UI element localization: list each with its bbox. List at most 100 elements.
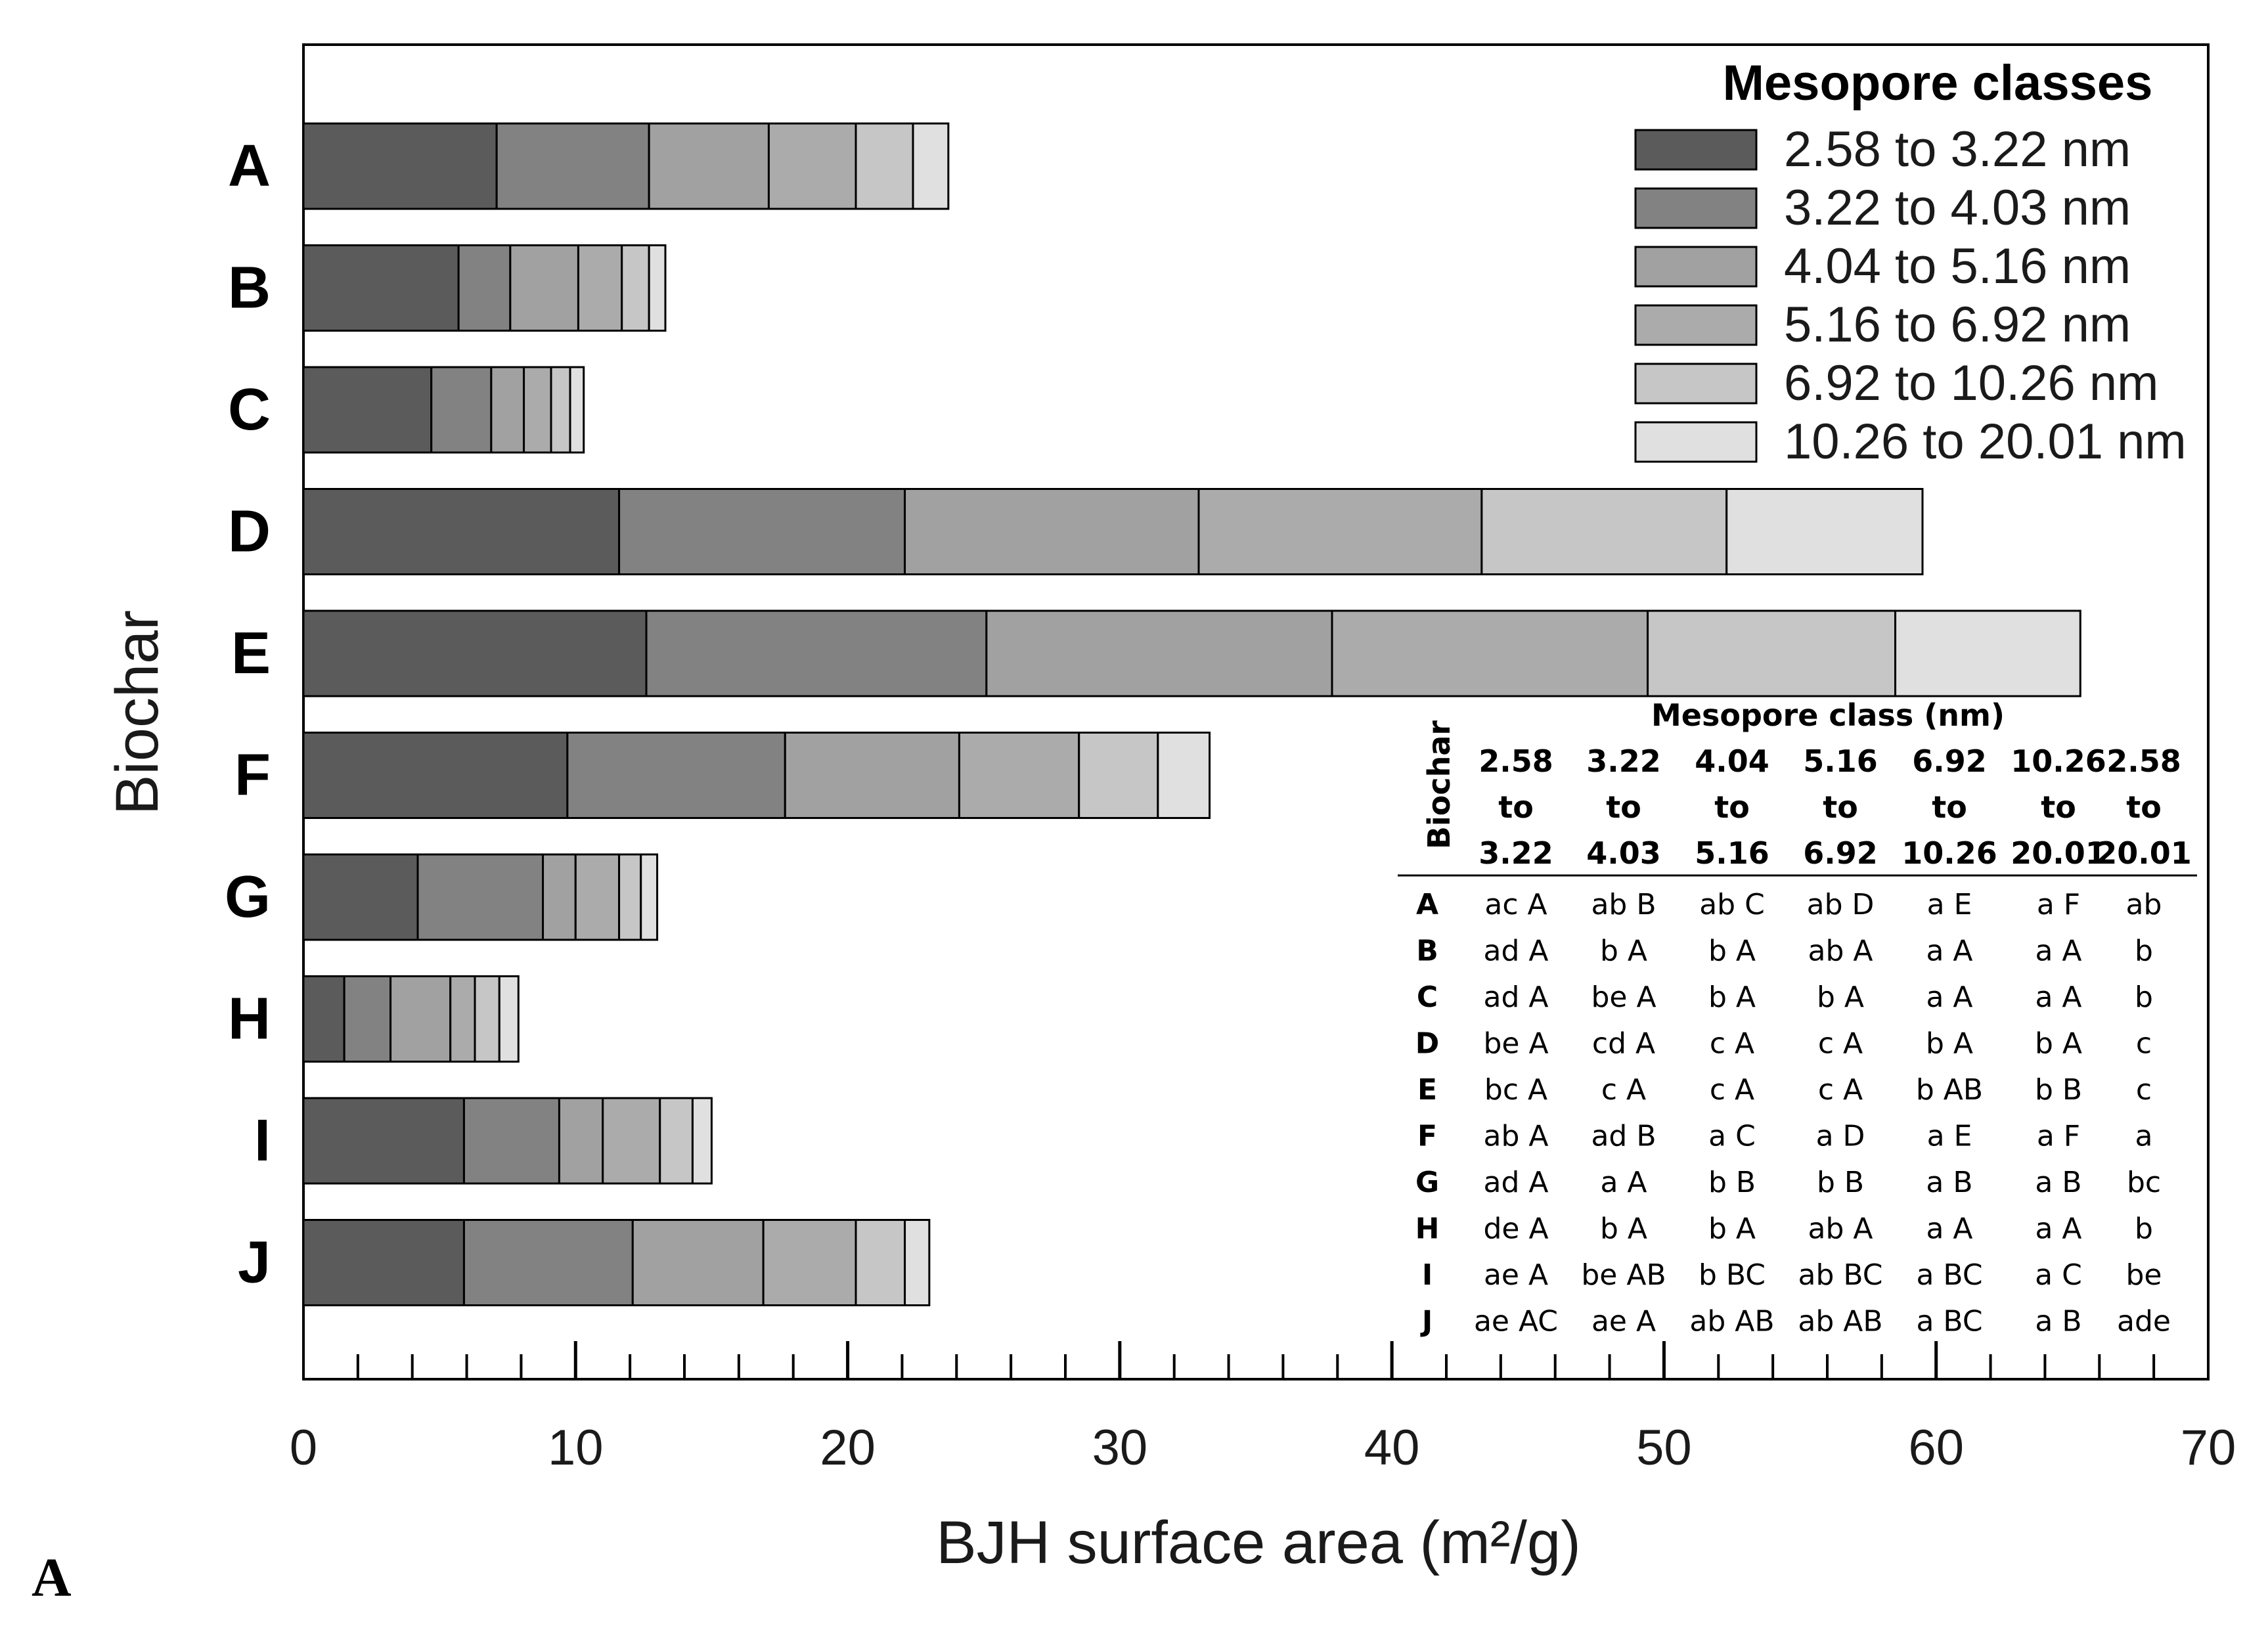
table-cell-B-3: b A [1708, 935, 1756, 968]
table-col-header-7: 2.58 [2106, 743, 2181, 779]
bar-F-segment-4 [958, 732, 1080, 819]
bar-I-segment-4 [602, 1097, 661, 1185]
bar-G-segment-5 [618, 853, 642, 941]
table-cell-G-1: ad A [1484, 1166, 1549, 1199]
bar-B-segment-4 [577, 244, 623, 332]
x-tick-label: 0 [290, 1420, 317, 1476]
table-cell-B-7: b [2135, 935, 2153, 968]
table-col-header-4: to [1823, 789, 1858, 825]
bar-I-segment-2 [462, 1097, 560, 1185]
legend-swatch-6 [1634, 421, 1758, 463]
table-row-label-E: E [1417, 1073, 1437, 1107]
table-col-header-6: 20.01 [2011, 835, 2106, 871]
table-cell-D-6: b A [2035, 1027, 2082, 1061]
table-cell-F-7: a [2135, 1120, 2153, 1153]
table-col-header-2: 3.22 [1586, 743, 1661, 779]
table-cell-E-4: c A [1818, 1073, 1863, 1107]
table-cell-I-4: ab BC [1798, 1258, 1882, 1292]
table-cell-B-6: a A [2035, 935, 2081, 968]
bar-F-segment-2 [566, 732, 786, 819]
table-cell-D-5: b A [1926, 1027, 1973, 1061]
legend-label-1: 2.58 to 3.22 nm [1784, 121, 2131, 177]
table-cell-E-7: c [2136, 1073, 2152, 1107]
table-cell-H-6: a A [2035, 1212, 2081, 1246]
legend-swatch-2 [1634, 187, 1758, 229]
table-cell-B-4: ab A [1808, 935, 1873, 968]
table-cell-A-6: a F [2037, 888, 2080, 921]
bar-H-segment-5 [474, 975, 500, 1063]
bar-C-segment-2 [430, 366, 493, 454]
table-cell-A-3: ab C [1699, 888, 1765, 921]
table-cell-A-2: ab B [1591, 888, 1656, 921]
bar-B-segment-3 [509, 244, 579, 332]
table-cell-E-1: bc A [1484, 1073, 1547, 1107]
bar-A-segment-5 [855, 122, 914, 210]
table-cell-G-7: bc [2127, 1166, 2161, 1199]
table-cell-C-5: a A [1926, 981, 1972, 1014]
table-row-label-H: H [1415, 1212, 1440, 1246]
table-cell-J-2: ae A [1591, 1305, 1656, 1338]
table-cell-I-6: a C [2035, 1258, 2082, 1292]
table-col-header-7: to [2126, 789, 2162, 825]
table-col-header-1: 2.58 [1479, 743, 1553, 779]
bar-J-segment-2 [462, 1219, 634, 1306]
legend-swatch-4 [1634, 304, 1758, 346]
table-cell-I-7: be [2126, 1258, 2162, 1292]
y-tick-label-B: B [228, 255, 271, 321]
table-cell-C-6: a A [2035, 981, 2081, 1014]
legend-label-4: 5.16 to 6.92 nm [1784, 297, 2131, 353]
bar-D-segment-2 [618, 488, 906, 575]
table-col-header-6: 10.26 [2011, 743, 2106, 779]
bar-B-segment-2 [457, 244, 512, 332]
table-cell-I-3: b BC [1699, 1258, 1766, 1292]
table-cell-F-5: a E [1927, 1120, 1972, 1153]
bar-A-segment-4 [767, 122, 857, 210]
table-row-label-J: J [1420, 1305, 1433, 1338]
bar-B-segment-6 [648, 244, 667, 332]
table-cell-J-4: ab AB [1798, 1305, 1882, 1338]
table-col-header-3: 5.16 [1695, 835, 1769, 871]
x-tick-label: 30 [1092, 1420, 1148, 1476]
bar-G-segment-6 [640, 853, 659, 941]
table-row-label-A: A [1416, 888, 1438, 921]
bar-A-segment-3 [648, 122, 770, 210]
bar-A-segment-6 [912, 122, 950, 210]
table-col-header-4: 6.92 [1803, 835, 1878, 871]
bar-C-segment-4 [523, 366, 552, 454]
table-cell-E-3: c A [1710, 1073, 1754, 1107]
bar-E-segment-2 [645, 609, 988, 697]
table-cell-C-3: b A [1708, 981, 1756, 1014]
table-cell-D-1: be A [1483, 1027, 1548, 1061]
table-cell-F-6: a F [2037, 1120, 2080, 1153]
table-cell-A-1: ac A [1484, 888, 1547, 921]
bar-J-segment-1 [302, 1219, 465, 1306]
table-cell-F-2: ad B [1591, 1120, 1656, 1153]
table-cell-A-7: ab [2126, 888, 2162, 921]
x-tick-label: 40 [1364, 1420, 1420, 1476]
bar-B-segment-5 [621, 244, 650, 332]
table-cell-H-5: a A [1926, 1212, 1972, 1246]
table-cell-F-3: a C [1708, 1120, 1756, 1153]
bar-I-segment-5 [659, 1097, 694, 1185]
table-row-header: Biochar [1421, 720, 1457, 849]
table-cell-C-4: b A [1817, 981, 1864, 1014]
bar-G-segment-4 [574, 853, 621, 941]
bar-C-segment-1 [302, 366, 433, 454]
y-tick-label-F: F [234, 743, 271, 808]
bar-I-segment-6 [691, 1097, 713, 1185]
table-col-header-4: 5.16 [1803, 743, 1878, 779]
table-col-header-5: 6.92 [1912, 743, 1987, 779]
y-tick-label-I: I [254, 1108, 271, 1174]
table-col-header-5: 10.26 [1901, 835, 1997, 871]
y-tick-label-G: G [225, 864, 271, 930]
table-col-header-2: to [1606, 789, 1641, 825]
bar-E-segment-3 [985, 609, 1333, 697]
table-row-label-C: C [1417, 981, 1438, 1014]
table-cell-H-1: de A [1483, 1212, 1548, 1246]
bar-A-segment-2 [495, 122, 650, 210]
x-tick-label: 20 [820, 1420, 876, 1476]
bar-H-segment-2 [343, 975, 392, 1063]
y-axis-title: Biochar [104, 610, 171, 815]
bar-G-segment-3 [542, 853, 577, 941]
